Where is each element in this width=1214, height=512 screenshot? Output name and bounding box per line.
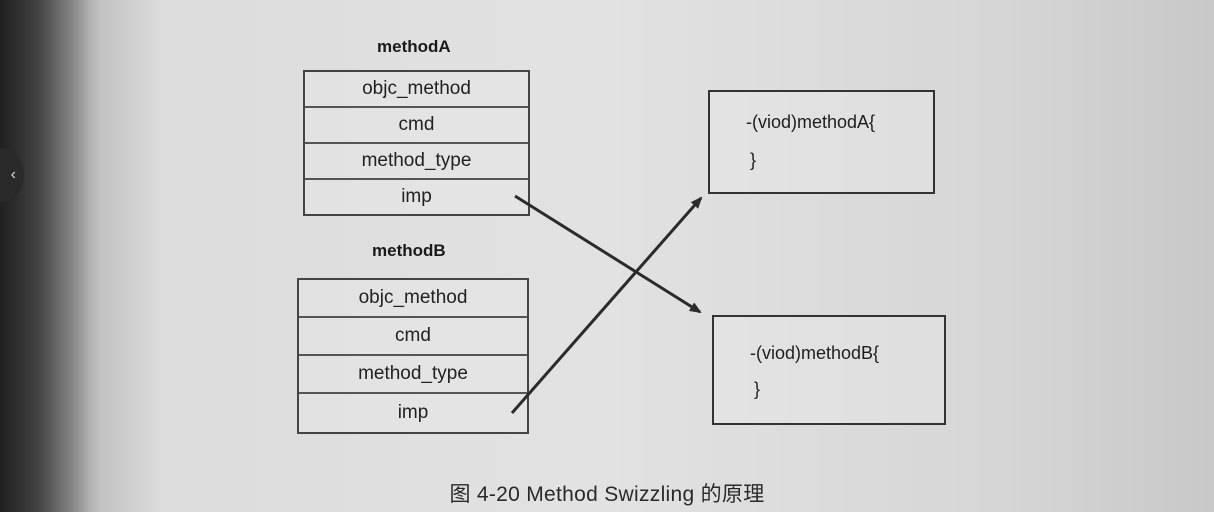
arrow-method-a-imp-to-impl-b xyxy=(514,194,702,314)
method-b-field-cmd: cmd xyxy=(299,316,527,354)
arrow-method-b-imp-to-impl-a xyxy=(510,196,703,414)
impl-b-close-brace: } xyxy=(754,379,761,399)
impl-a-close-brace: } xyxy=(750,150,757,170)
method-a-title: methodA xyxy=(377,37,451,56)
method-a-struct: objc_method cmd method_type imp xyxy=(303,70,530,216)
page-edge-shadow xyxy=(0,0,100,512)
impl-b-signature: -(viod)methodB{ xyxy=(750,343,880,363)
method-b-field-method-type: method_type xyxy=(299,354,527,392)
impl-a-signature: -(viod)methodA{ xyxy=(746,112,876,132)
method-b-title: methodB xyxy=(372,241,446,260)
method-a-field-cmd: cmd xyxy=(305,106,528,142)
chevron-left-icon: ‹ xyxy=(10,166,16,183)
method-b-field-objc-method: objc_method xyxy=(358,287,468,308)
method-a-field-objc-method: objc_method xyxy=(362,78,471,99)
method-b-field-imp: imp xyxy=(299,392,527,432)
impl-b-box: -(viod)methodB{ } xyxy=(712,315,946,425)
method-a-field-method-type: method_type xyxy=(305,142,528,178)
impl-a-box: -(viod)methodA{ } xyxy=(708,90,935,194)
method-a-field-imp: imp xyxy=(305,178,528,214)
method-b-struct: objc_method cmd method_type imp xyxy=(297,278,529,434)
figure-caption: 图 4-20 Method Swizzling 的原理 xyxy=(449,483,765,506)
